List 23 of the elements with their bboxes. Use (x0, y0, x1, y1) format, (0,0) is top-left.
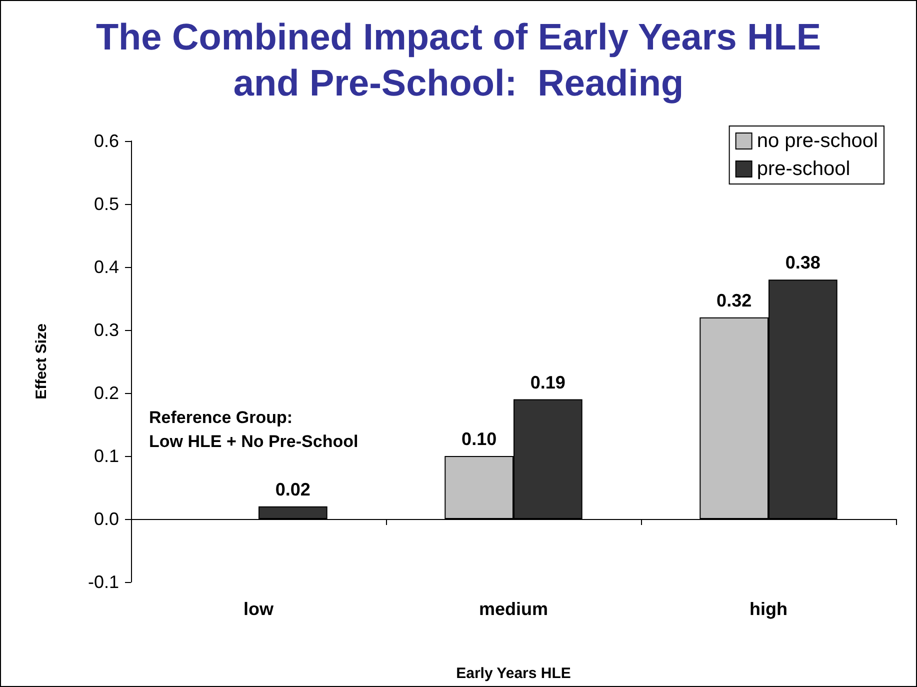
y-tick-label: 0.0 (94, 509, 119, 529)
data-label: 0.38 (785, 252, 820, 273)
y-tick-label: 0.5 (94, 194, 119, 214)
legend-label: pre-school (756, 158, 850, 180)
data-label: 0.02 (275, 479, 310, 500)
data-label: 0.32 (716, 290, 752, 310)
y-tick-label: 0.6 (94, 131, 119, 151)
legend-label: no pre-school (756, 130, 878, 152)
y-tick-label: 0.1 (94, 446, 119, 466)
data-label: 0.10 (462, 429, 497, 449)
y-tick-label: 0.2 (94, 383, 119, 403)
chart-title: The Combined Impact of Early Years HLE and Pre-School: Reading (96, 16, 822, 104)
x-tick-label: low (244, 599, 274, 619)
x-tick-label: high (750, 599, 788, 619)
x-tick-label: medium (478, 599, 548, 619)
y-tick-label: 0.3 (94, 320, 119, 340)
data-label: 0.19 (530, 372, 566, 392)
y-tick-label: 0.4 (94, 257, 119, 277)
y-axis-title: Effect Size (33, 324, 50, 400)
x-axis-title: Early Years HLE (456, 665, 571, 682)
annotation: Reference Group: (149, 408, 293, 427)
annotation: Low HLE + No Pre-School (149, 432, 358, 451)
y-tick-label: -0.1 (88, 572, 119, 592)
